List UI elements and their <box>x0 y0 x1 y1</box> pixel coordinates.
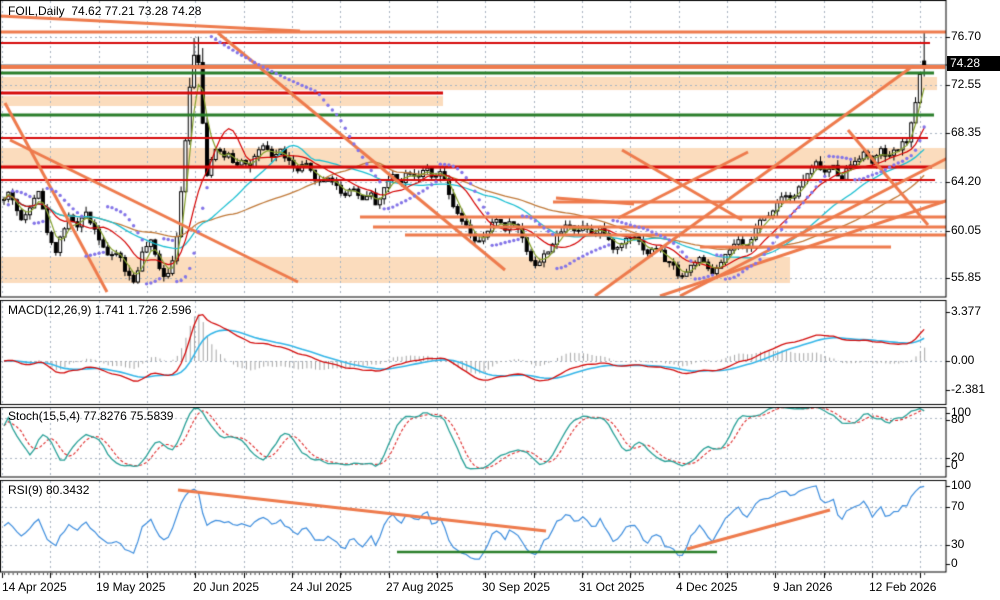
stoch-axis-label: 20 <box>951 450 965 464</box>
rsi-axis-label: 30 <box>951 537 965 551</box>
date-axis-label[interactable]: 9 Jan 2026 <box>773 580 833 594</box>
macd-panel-label: MACD(12,26,9) 1.741 1.726 2.596 <box>8 303 192 317</box>
date-axis-label[interactable]: 27 Aug 2025 <box>386 580 454 594</box>
date-axis-label[interactable]: 31 Oct 2025 <box>579 580 645 594</box>
macd-axis-label: -2.381 <box>951 382 986 396</box>
price-axis-label: 72.55 <box>951 77 982 91</box>
price-axis-label: 68.35 <box>951 125 982 139</box>
stoch-axis-label: 80 <box>951 412 965 426</box>
date-axis-label[interactable]: 19 May 2025 <box>96 580 166 594</box>
price-axis-label: 76.70 <box>951 29 982 43</box>
stoch-axis-label: 0 <box>951 458 958 472</box>
date-axis-label[interactable]: 30 Sep 2025 <box>482 580 551 594</box>
rsi-axis-label: 0 <box>951 556 958 570</box>
macd-axis-label: 3.377 <box>951 304 982 318</box>
current-price-tag: 74.28 <box>947 56 1000 71</box>
date-axis-label[interactable]: 20 Jun 2025 <box>193 580 260 594</box>
date-axis-label[interactable]: 4 Dec 2025 <box>676 580 738 594</box>
date-axis-label[interactable]: 24 Jul 2025 <box>290 580 353 594</box>
rsi-panel-label: RSI(9) 80.3432 <box>8 483 90 497</box>
chart-ohlc-header: FOIL,Daily 74.62 77.21 73.28 74.28 <box>8 4 202 18</box>
stoch-axis-label: 100 <box>951 405 972 419</box>
rsi-axis-label: 70 <box>951 499 965 513</box>
date-axis-label[interactable]: 14 Apr 2025 <box>2 580 67 594</box>
price-axis-label: 60.05 <box>951 223 982 237</box>
price-axis-label: 55.85 <box>951 270 982 284</box>
price-axis-label: 64.20 <box>951 174 982 188</box>
rsi-axis-label: 100 <box>951 478 972 492</box>
stoch-panel-label: Stoch(15,5,4) 77.8276 75.5839 <box>8 409 174 423</box>
date-axis-label[interactable]: 12 Feb 2026 <box>869 580 937 594</box>
macd-axis-label: 0.00 <box>951 353 975 367</box>
